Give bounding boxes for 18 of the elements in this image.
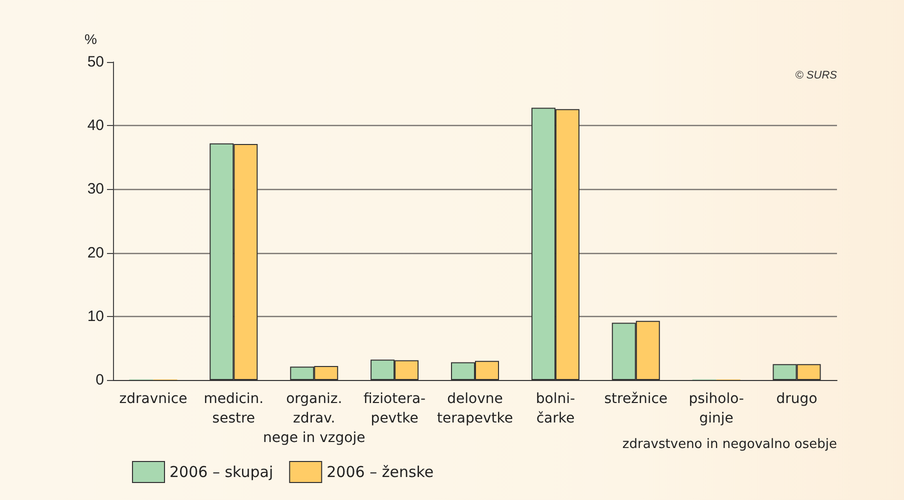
y-tick-label: 40: [87, 117, 104, 134]
x-tick-label: bolni- čarke: [536, 390, 576, 426]
x-axis-title: zdravstveno in negovalno osebje: [622, 437, 837, 452]
annotation: © SURS: [795, 70, 838, 82]
x-tick-label: zdravnice: [119, 390, 188, 407]
x-tick-label: psiholo- ginje: [688, 390, 744, 426]
legend-label: 2006 – skupaj: [170, 463, 274, 481]
x-tick-label: drugo: [776, 390, 818, 407]
y-tick-label: 0: [96, 372, 104, 388]
y-axis-title: %: [84, 31, 97, 47]
x-tick-label: fiziotera- pevtke: [363, 390, 426, 426]
y-tick-label: 20: [87, 244, 104, 262]
y-tick-label: 50: [87, 54, 104, 70]
y-tick-label: 10: [87, 308, 104, 325]
x-tick-label: strežnice: [604, 390, 668, 407]
legend-label: 2006 – ženske: [326, 463, 434, 481]
x-tick-label: delovne terapevtke: [437, 390, 513, 426]
y-tick-label: 30: [87, 180, 104, 198]
